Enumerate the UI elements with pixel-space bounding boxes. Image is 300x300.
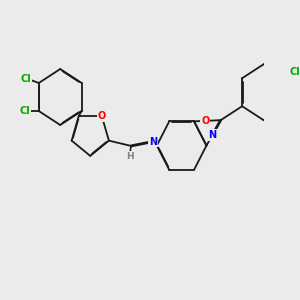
Text: Cl: Cl <box>290 67 300 76</box>
Text: Cl: Cl <box>19 106 30 116</box>
Text: O: O <box>201 116 209 126</box>
Text: N: N <box>149 136 157 146</box>
Text: Cl: Cl <box>20 74 31 84</box>
Text: O: O <box>98 111 106 121</box>
Text: H: H <box>126 152 134 161</box>
Text: N: N <box>208 130 217 140</box>
